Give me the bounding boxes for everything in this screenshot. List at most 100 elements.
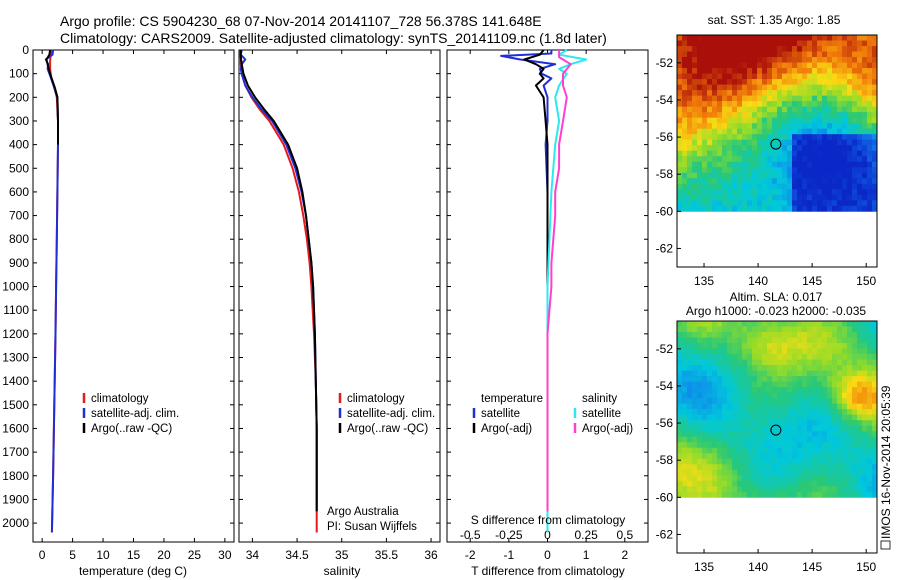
map-cell — [847, 62, 853, 69]
map-cell — [842, 40, 848, 47]
map-cell — [767, 51, 773, 58]
map-cell — [817, 79, 823, 85]
map-cell — [687, 123, 693, 130]
map-cell — [792, 101, 798, 108]
map-cell — [697, 189, 703, 196]
map-cell — [827, 359, 833, 366]
map-cell — [802, 392, 808, 399]
map-cell — [862, 458, 868, 465]
map-cell — [692, 40, 698, 47]
map-cell — [752, 365, 758, 371]
map-cell — [732, 447, 738, 454]
map-cell — [732, 326, 738, 333]
map-cell — [707, 469, 713, 476]
map-cell — [717, 183, 723, 190]
map-cell — [812, 480, 818, 487]
map-cell — [707, 414, 713, 421]
map-cell — [702, 51, 708, 58]
map-cell — [822, 365, 828, 371]
map-cell — [852, 453, 858, 460]
map-cell — [777, 134, 783, 141]
map-cell — [707, 381, 713, 388]
map-cell — [797, 491, 803, 498]
map-cell — [727, 200, 733, 207]
map-cell — [797, 101, 803, 108]
map-cell — [857, 409, 863, 416]
map-cell — [712, 436, 718, 443]
map-cell — [862, 172, 868, 179]
map-cell — [687, 436, 693, 443]
y-tick-label: 800 — [9, 232, 29, 246]
map-cell — [727, 403, 733, 410]
map-cell — [862, 145, 868, 152]
map-cell — [817, 139, 823, 146]
map-cell — [837, 40, 843, 47]
map-cell — [797, 414, 803, 421]
map-cell — [807, 84, 813, 91]
map-cell — [737, 183, 743, 190]
map-cell — [717, 458, 723, 465]
map-cell — [697, 90, 703, 97]
map-cell — [817, 35, 823, 41]
map-cell — [772, 326, 778, 333]
map-cell — [817, 491, 823, 498]
map-cell — [837, 403, 843, 410]
map-cell — [682, 84, 688, 91]
map-cell — [762, 453, 768, 460]
map-cell — [762, 57, 768, 63]
map-cell — [732, 161, 738, 168]
map-cell — [867, 381, 873, 388]
map-cell — [747, 343, 753, 349]
map-cell — [722, 40, 728, 47]
map-cell — [727, 365, 733, 371]
map-cell — [872, 79, 878, 85]
map-cell — [862, 354, 868, 360]
map-cell — [737, 376, 743, 383]
map-cell — [872, 101, 878, 108]
map-cell — [772, 95, 778, 102]
map-cell — [822, 398, 828, 405]
map-cell — [837, 134, 843, 141]
map-cell — [782, 370, 788, 377]
map-cell — [762, 348, 768, 355]
map-cell — [757, 425, 763, 432]
map-cell — [867, 387, 873, 394]
map-cell — [747, 112, 753, 119]
map-cell — [812, 95, 818, 102]
map-cell — [862, 453, 868, 460]
map-cell — [767, 486, 773, 493]
map-cell — [712, 403, 718, 410]
map-cell — [692, 79, 698, 85]
map-cell — [767, 491, 773, 498]
map-cell — [697, 398, 703, 405]
map-cell — [747, 150, 753, 157]
map-cell — [727, 359, 733, 366]
map-cell — [712, 321, 718, 327]
map-cell — [732, 178, 738, 185]
map-cell — [767, 79, 773, 85]
map-cell — [757, 387, 763, 394]
map-cell — [697, 469, 703, 476]
map-cell — [852, 73, 858, 80]
map-cell — [872, 73, 878, 80]
map-cell — [827, 139, 833, 146]
map-cell — [777, 365, 783, 371]
map-cell — [842, 35, 848, 41]
map-cell — [687, 359, 693, 366]
map-cell — [767, 425, 773, 432]
map-cell — [812, 172, 818, 179]
map-cell — [782, 332, 788, 338]
map-cell — [857, 46, 863, 52]
map-cell — [777, 101, 783, 108]
map-cell — [692, 453, 698, 460]
map-cell — [777, 139, 783, 146]
map-cell — [782, 464, 788, 471]
map-cell — [842, 150, 848, 157]
map-cell — [827, 321, 833, 327]
map-cell — [692, 51, 698, 58]
map-cell — [782, 425, 788, 432]
map-cell — [752, 156, 758, 163]
map-cell — [692, 205, 698, 212]
map-cell — [692, 112, 698, 119]
map-y-tick-label: -52 — [656, 342, 674, 356]
